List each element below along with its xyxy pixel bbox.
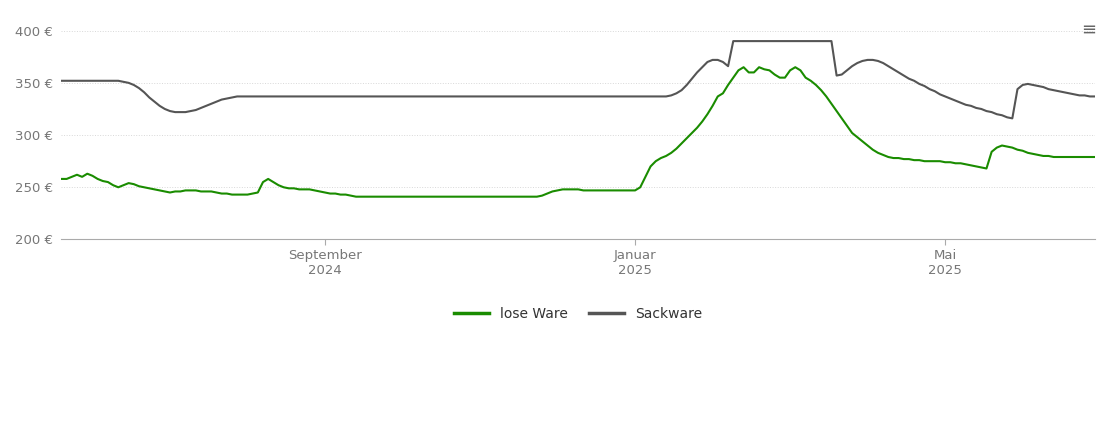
Legend: lose Ware, Sackware: lose Ware, Sackware	[448, 302, 707, 327]
Text: ≡: ≡	[1081, 21, 1097, 39]
